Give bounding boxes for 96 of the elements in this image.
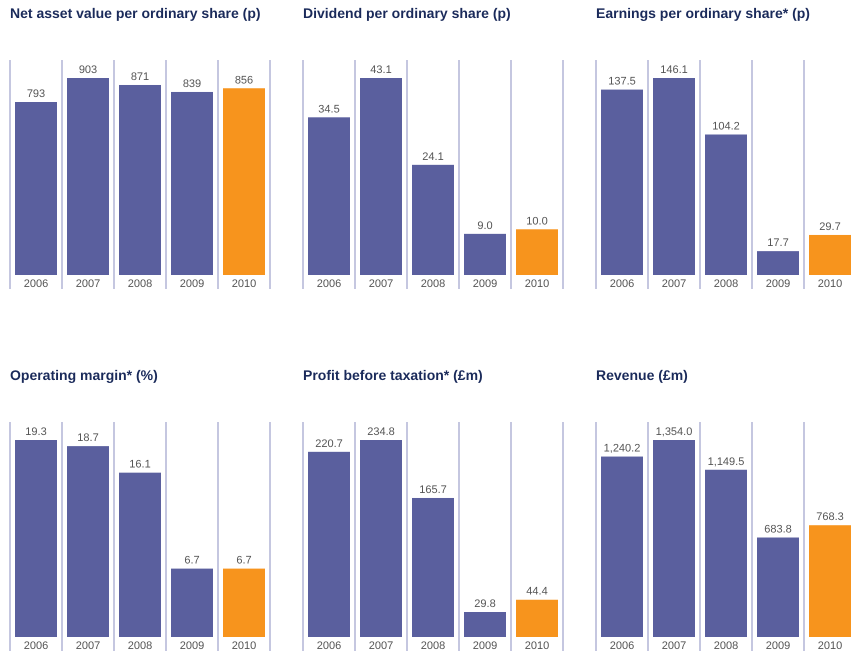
bar — [308, 117, 350, 275]
x-tick-label: 2006 — [24, 640, 48, 652]
bar — [119, 472, 161, 637]
x-tick-label: 2007 — [368, 640, 394, 652]
x-tick-label: 2007 — [368, 278, 394, 290]
bar — [412, 498, 454, 637]
x-tick-label: 2008 — [420, 278, 446, 290]
data-label: 220.7 — [315, 438, 343, 450]
data-label: 856 — [234, 74, 254, 86]
data-label: 146.1 — [660, 64, 688, 76]
x-tick-label: 2009 — [472, 278, 498, 290]
data-label: 1,354.0 — [656, 426, 692, 438]
x-tick-label: 2009 — [766, 278, 790, 290]
data-label: 16.1 — [129, 458, 151, 471]
chart-title: Operating margin* (%) — [10, 367, 158, 383]
x-tick-label: 2010 — [232, 640, 256, 652]
data-label: 1,149.5 — [708, 456, 744, 468]
data-label: 6.7 — [236, 554, 252, 567]
chart-title: Revenue (£m) — [596, 367, 688, 383]
data-label: 9.0 — [477, 220, 493, 232]
x-tick-label: 2010 — [232, 278, 256, 290]
data-label: 137.5 — [608, 76, 636, 88]
data-label: 683.8 — [764, 524, 792, 536]
x-tick-label: 2009 — [180, 640, 204, 652]
bar — [308, 452, 350, 637]
data-label: 24.1 — [422, 150, 444, 163]
chart-title: Net asset value per ordinary share (p) — [10, 5, 261, 21]
x-tick-label: 2007 — [662, 640, 686, 652]
x-tick-label: 2010 — [818, 278, 842, 290]
x-tick-label: 2006 — [316, 640, 342, 652]
bar — [601, 456, 643, 637]
bar — [223, 88, 265, 275]
x-tick-label: 2007 — [76, 640, 100, 652]
data-label: 839 — [182, 78, 202, 90]
bar — [360, 440, 402, 637]
bar — [653, 78, 695, 275]
bar — [601, 90, 643, 275]
bar — [15, 102, 57, 275]
x-tick-label: 2008 — [128, 278, 152, 290]
x-tick-label: 2009 — [472, 640, 498, 652]
data-label: 6.7 — [184, 554, 200, 567]
bar — [67, 446, 109, 637]
bar — [171, 92, 213, 275]
x-tick-label: 2006 — [610, 640, 634, 652]
bar — [809, 234, 851, 275]
chart-title: Earnings per ordinary share* (p) — [596, 5, 810, 21]
x-tick-label: 2008 — [128, 640, 152, 652]
bar — [757, 538, 799, 637]
data-label: 18.7 — [77, 432, 99, 444]
bar — [809, 525, 851, 637]
data-label: 34.5 — [318, 103, 340, 116]
data-label: 1,240.2 — [604, 442, 640, 455]
bar — [412, 164, 454, 275]
x-tick-label: 2006 — [610, 278, 634, 290]
x-tick-label: 2009 — [180, 278, 204, 290]
bar — [464, 612, 506, 637]
bar — [223, 568, 265, 637]
data-label: 17.7 — [767, 237, 789, 250]
data-label: 43.1 — [370, 64, 392, 76]
bar — [516, 600, 558, 637]
x-tick-label: 2010 — [818, 640, 842, 652]
bar — [516, 229, 558, 275]
bar — [67, 78, 109, 275]
x-tick-label: 2008 — [714, 278, 738, 290]
bar — [119, 84, 161, 275]
data-label: 10.0 — [526, 215, 548, 228]
data-label: 29.8 — [474, 598, 496, 610]
bar — [653, 440, 695, 637]
data-label: 44.4 — [526, 586, 548, 598]
x-tick-label: 2007 — [76, 278, 100, 290]
x-tick-label: 2007 — [662, 278, 686, 290]
bar — [171, 568, 213, 637]
data-label: 871 — [130, 70, 150, 83]
data-label: 29.7 — [819, 220, 841, 233]
x-tick-label: 2008 — [714, 640, 738, 652]
chart-title: Dividend per ordinary share (p) — [303, 5, 511, 21]
x-tick-label: 2008 — [420, 640, 446, 652]
data-label: 19.3 — [25, 426, 47, 438]
x-tick-label: 2010 — [524, 640, 550, 652]
bar — [705, 134, 747, 275]
data-label: 165.7 — [419, 484, 447, 496]
data-label: 903 — [78, 64, 98, 76]
bar — [757, 251, 799, 275]
chart-title: Profit before taxation* (£m) — [303, 367, 483, 383]
data-label: 793 — [26, 88, 46, 100]
bar — [464, 234, 506, 275]
data-label: 768.3 — [816, 511, 844, 524]
x-tick-label: 2006 — [24, 278, 48, 290]
x-tick-label: 2010 — [524, 278, 550, 290]
x-tick-label: 2006 — [316, 278, 342, 290]
bar — [15, 440, 57, 637]
data-label: 104.2 — [712, 120, 740, 132]
data-label: 234.8 — [367, 426, 395, 438]
x-tick-label: 2009 — [766, 640, 790, 652]
bar — [360, 78, 402, 275]
bar — [705, 470, 747, 637]
